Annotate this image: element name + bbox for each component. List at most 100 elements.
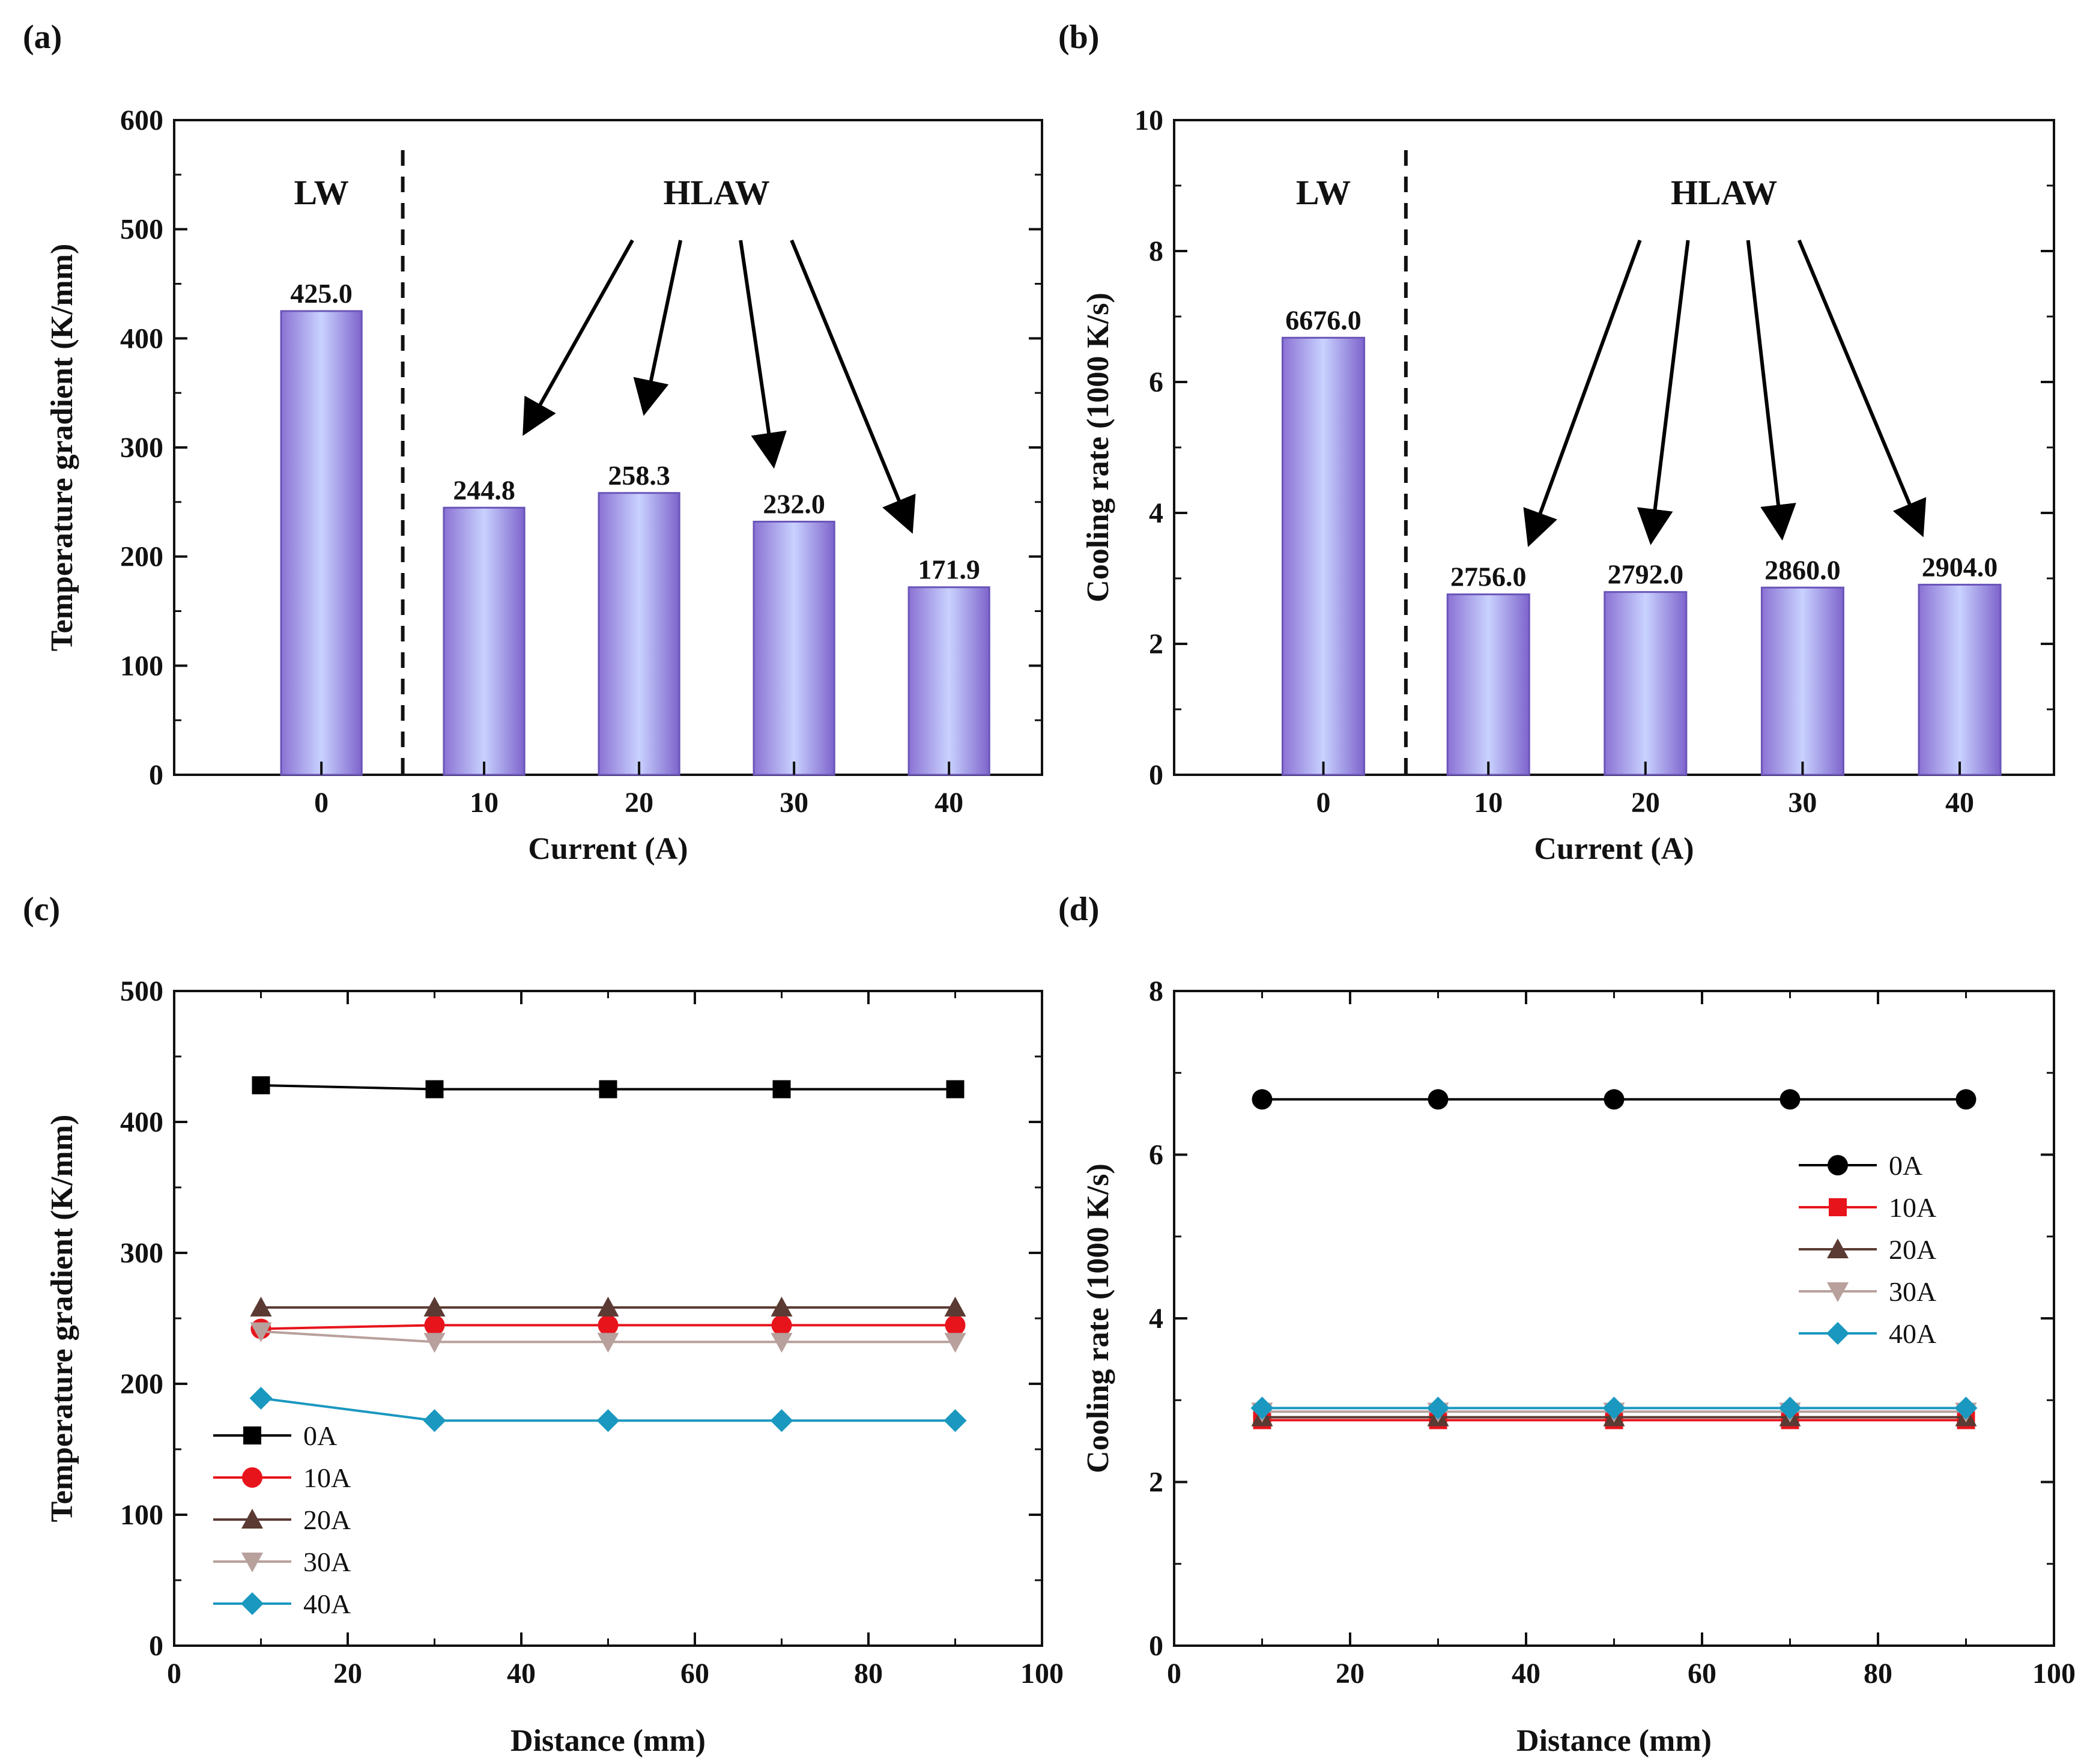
data-point-c-30A <box>597 1333 619 1353</box>
legend-label-c: 20A <box>303 1505 351 1535</box>
legend-label-d: 20A <box>1889 1234 1936 1265</box>
x-tick-label-c: 40 <box>507 1658 536 1690</box>
panel-b-cooling-rate-bar-chart: (b) 0 2 4 6 8 10 Cooling rate (1000 K/s) 6676.0 0… <box>1058 19 2055 866</box>
legend-c: 0A 10A 20A 30A 40A <box>213 1420 351 1619</box>
y-tick-label-b: 0 <box>1149 759 1163 791</box>
y-tick-label-d: 6 <box>1149 1139 1163 1171</box>
x-tick-label-c: 80 <box>854 1658 883 1690</box>
y-tick-label-a: 600 <box>120 105 163 136</box>
data-point-d-40A <box>1250 1396 1274 1420</box>
data-point-c-40A <box>944 1409 967 1432</box>
hlaw-arrow-b <box>1797 239 1927 538</box>
data-point-c-20A <box>423 1296 446 1317</box>
bar-b-20 <box>1604 591 1688 776</box>
data-point-c-10A <box>424 1315 445 1336</box>
data-point-d-40A <box>1778 1396 1802 1420</box>
legend-marker-d <box>1829 1198 1847 1216</box>
data-point-c-10A <box>598 1315 619 1336</box>
bar-value-label-a: 425.0 <box>290 278 353 309</box>
data-point-d-40A <box>1426 1396 1450 1420</box>
data-point-d-0A <box>1252 1089 1273 1110</box>
x-tick-label-d: 20 <box>1336 1658 1365 1690</box>
legend-label-c: 30A <box>303 1547 351 1577</box>
legend-label-d: 30A <box>1889 1276 1936 1307</box>
hlaw-arrow-a <box>739 240 787 469</box>
y-tick-label-a: 100 <box>120 650 163 682</box>
panel-label-c: (c) <box>23 891 60 928</box>
annotation-lw-b: LW <box>1296 173 1351 212</box>
legend-marker-c <box>242 1467 262 1488</box>
bar-b-30 <box>1760 586 1844 776</box>
bar-value-label-a: 258.3 <box>608 460 670 491</box>
legend-label-d: 40A <box>1889 1318 1936 1349</box>
data-point-c-0A <box>946 1080 965 1099</box>
legend-marker-c <box>241 1592 264 1615</box>
y-tick-label-b: 8 <box>1149 235 1163 267</box>
x-tick-label-a: 40 <box>934 787 963 819</box>
data-point-c-0A <box>772 1080 791 1099</box>
legend-marker-d <box>1828 1155 1848 1175</box>
x-axis-title-b: Current (A) <box>1534 832 1694 866</box>
x-tick-label-a: 10 <box>470 787 498 819</box>
panel-label-b: (b) <box>1058 19 1099 56</box>
y-tick-label-a: 0 <box>149 759 163 791</box>
y-tick-label-c: 100 <box>120 1499 163 1531</box>
x-tick-label-d: 40 <box>1512 1658 1540 1690</box>
x-tick-label-d: 80 <box>1864 1658 1892 1690</box>
y-tick-label-a: 300 <box>120 432 163 464</box>
data-point-c-30A <box>250 1322 272 1342</box>
x-tick-label-c: 60 <box>680 1658 709 1690</box>
y-axis-title-d: Cooling rate (1000 K/s) <box>1081 1163 1115 1473</box>
data-point-c-30A <box>423 1333 446 1353</box>
hlaw-arrow-b <box>1523 239 1642 547</box>
bar-value-label-a: 232.0 <box>763 489 825 520</box>
x-axis-title-c: Distance (mm) <box>510 1724 706 1758</box>
data-point-c-20A <box>250 1296 272 1317</box>
legend-label-c: 40A <box>303 1589 351 1619</box>
data-point-c-40A <box>770 1409 793 1432</box>
data-point-c-10A <box>771 1315 792 1336</box>
annotation-hlaw-a: HLAW <box>663 173 769 212</box>
x-tick-label-c: 20 <box>333 1658 362 1690</box>
legend-marker-c <box>243 1426 261 1444</box>
bar-value-label-b: 6676.0 <box>1285 305 1362 335</box>
legend-marker-d <box>1827 1282 1849 1302</box>
y-tick-label-a: 400 <box>120 323 163 354</box>
data-point-c-20A <box>944 1296 966 1317</box>
data-point-d-40A <box>1954 1396 1978 1420</box>
bar-b-10 <box>1446 593 1530 776</box>
annotation-hlaw-b: HLAW <box>1671 173 1777 212</box>
y-tick-label-c: 500 <box>120 975 163 1007</box>
y-tick-label-a: 200 <box>120 541 163 573</box>
x-tick-label-b: 20 <box>1631 787 1660 819</box>
bar-a-40 <box>907 586 990 776</box>
y-tick-label-c: 400 <box>120 1106 163 1138</box>
panel-d-cooling-rate-line-chart: (d) 0 2 4 6 8 Cooling rate (1000 K/s) 0 20 40 60 80… <box>1058 891 2076 1758</box>
x-tick-label-b: 10 <box>1474 787 1503 819</box>
legend-label-c: 10A <box>303 1462 351 1493</box>
x-tick-label-c: 0 <box>167 1658 181 1690</box>
y-tick-label-a: 500 <box>120 214 163 246</box>
data-point-c-10A <box>945 1315 966 1336</box>
bar-value-label-b: 2792.0 <box>1608 559 1684 590</box>
data-point-c-20A <box>597 1296 619 1317</box>
legend-label-d: 0A <box>1889 1150 1922 1181</box>
legend-marker-d <box>1826 1322 1849 1345</box>
legend-label-d: 10A <box>1889 1192 1936 1223</box>
y-tick-label-b: 6 <box>1149 366 1163 398</box>
annotation-lw-a: LW <box>294 173 348 212</box>
x-tick-label-d: 0 <box>1167 1658 1181 1690</box>
bar-a-0 <box>280 310 363 776</box>
x-axis-title-a: Current (A) <box>528 832 688 866</box>
bar-value-label-b: 2904.0 <box>1922 551 1998 582</box>
panel-label-d: (d) <box>1058 891 1099 928</box>
data-point-d-0A <box>1955 1089 1976 1110</box>
y-tick-label-c: 0 <box>149 1630 163 1662</box>
x-tick-label-b: 40 <box>1945 787 1974 819</box>
bar-b-0 <box>1282 336 1366 776</box>
bar-a-20 <box>598 492 680 776</box>
bar-b-40 <box>1918 583 2002 776</box>
x-tick-label-a: 30 <box>780 787 808 819</box>
